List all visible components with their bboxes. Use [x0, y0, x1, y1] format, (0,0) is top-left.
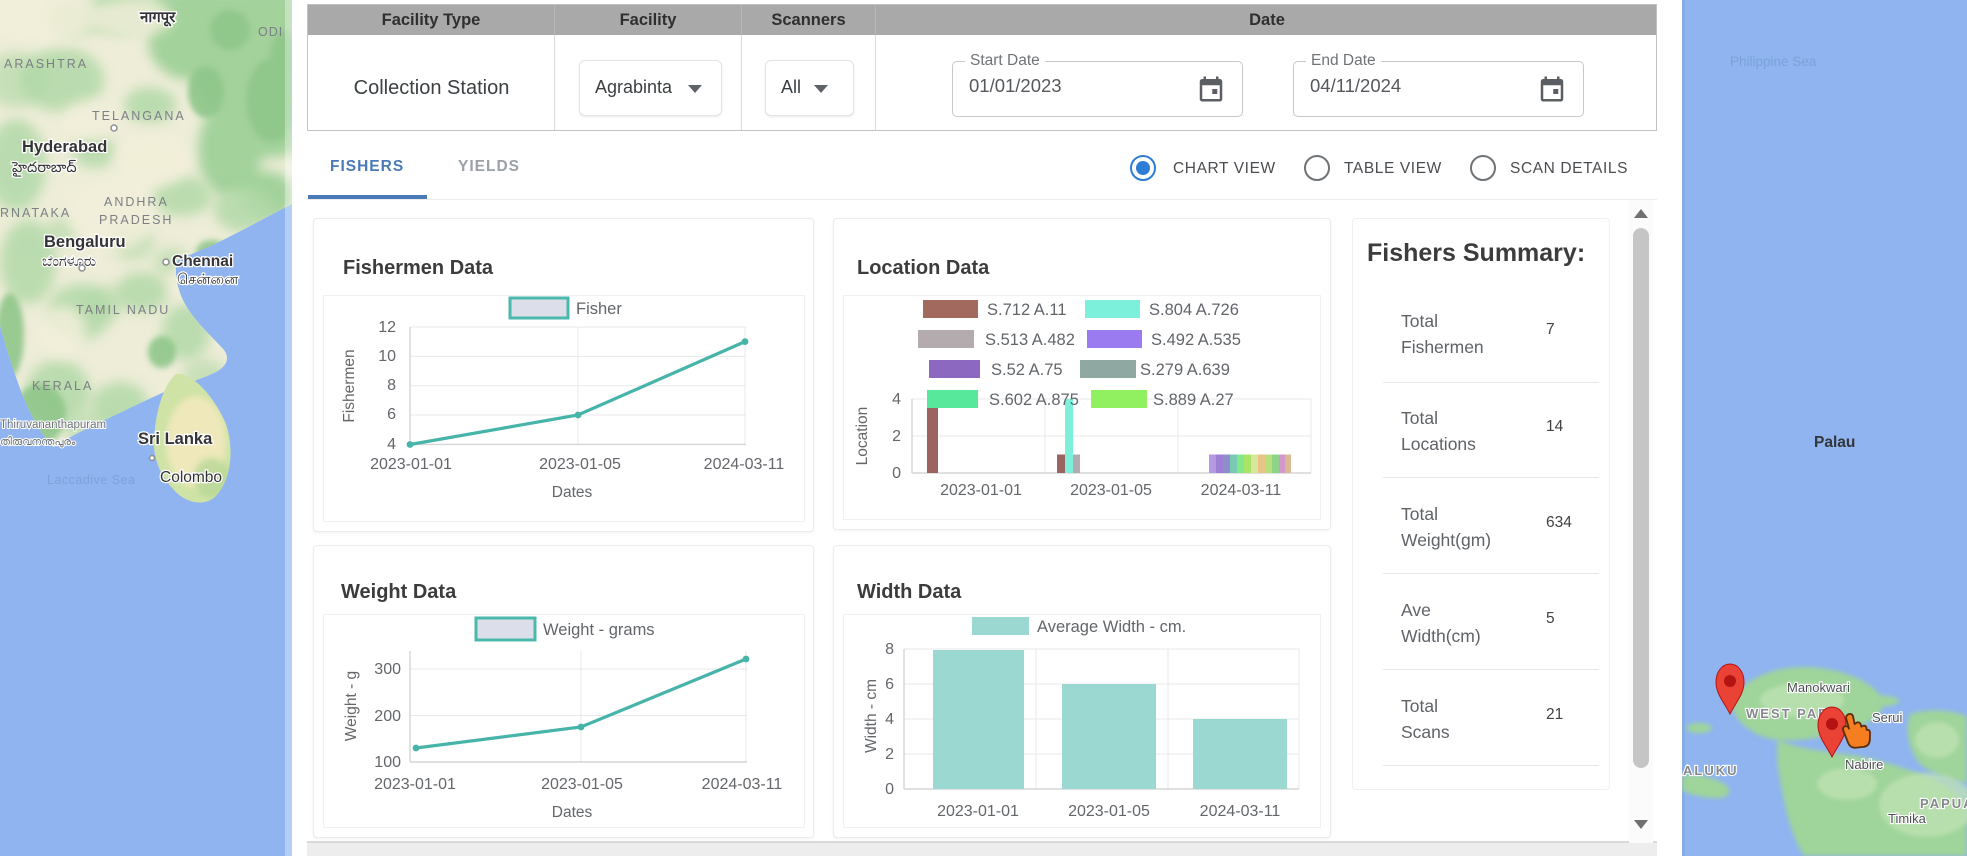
svg-text:Sri Lanka: Sri Lanka — [138, 430, 213, 448]
svg-text:300: 300 — [374, 661, 401, 678]
svg-text:Location Data: Location Data — [857, 257, 990, 279]
svg-text:0: 0 — [892, 465, 901, 482]
svg-text:Dates: Dates — [552, 484, 593, 501]
svg-text:Fisher: Fisher — [576, 300, 622, 318]
svg-text:Location: Location — [854, 407, 871, 466]
svg-text:சென்னை: சென்னை — [177, 272, 239, 288]
svg-text:10: 10 — [378, 348, 396, 365]
svg-text:Philippine Sea: Philippine Sea — [1730, 54, 1817, 69]
svg-text:Weight Data: Weight Data — [341, 581, 457, 603]
svg-text:S.513 A.482: S.513 A.482 — [985, 331, 1075, 349]
svg-text:Width Data: Width Data — [857, 581, 962, 603]
svg-text:2023-01-05: 2023-01-05 — [1070, 482, 1152, 499]
svg-text:Average Width - cm.: Average Width - cm. — [1037, 618, 1186, 636]
svg-text:RNATAKA: RNATAKA — [0, 206, 71, 220]
svg-text:S.804 A.726: S.804 A.726 — [1149, 301, 1239, 319]
svg-text:Fishermen: Fishermen — [341, 349, 358, 422]
svg-text:ODI: ODI — [258, 25, 283, 39]
svg-text:Serui: Serui — [1872, 710, 1902, 725]
svg-text:2024-03-11: 2024-03-11 — [1201, 482, 1282, 499]
svg-text:TAMIL NADU: TAMIL NADU — [76, 303, 170, 317]
svg-text:2023-01-05: 2023-01-05 — [541, 776, 623, 793]
svg-text:హైదరాబాద్: హైదరాబాద్ — [11, 159, 77, 177]
svg-text:S.602 A.875: S.602 A.875 — [989, 391, 1079, 409]
svg-text:Width - cm: Width - cm — [863, 679, 880, 753]
svg-text:S.279 A.639: S.279 A.639 — [1140, 361, 1230, 379]
svg-text:12: 12 — [378, 319, 396, 336]
svg-text:Manokwari: Manokwari — [1787, 680, 1850, 695]
svg-text:S.889 A.27: S.889 A.27 — [1153, 391, 1234, 409]
svg-text:4: 4 — [892, 391, 901, 408]
svg-text:2023-01-01: 2023-01-01 — [374, 776, 456, 793]
svg-text:PRADESH: PRADESH — [99, 213, 173, 227]
svg-text:8: 8 — [387, 377, 396, 394]
svg-text:Thiruvananthapuram: Thiruvananthapuram — [0, 419, 106, 431]
svg-text:ANDHRA: ANDHRA — [104, 195, 169, 209]
svg-text:Palau: Palau — [1814, 434, 1855, 451]
svg-text:Bengaluru: Bengaluru — [44, 233, 126, 251]
svg-text:Weight - g: Weight - g — [343, 671, 360, 741]
svg-text:Hyderabad: Hyderabad — [22, 138, 107, 156]
svg-text:TELANGANA: TELANGANA — [92, 109, 186, 123]
svg-text:S.492 A.535: S.492 A.535 — [1151, 331, 1241, 349]
svg-text:Dates: Dates — [552, 804, 593, 821]
svg-text:2023-01-01: 2023-01-01 — [940, 482, 1022, 499]
svg-text:2024-03-11: 2024-03-11 — [704, 456, 785, 473]
svg-text:Chennai: Chennai — [172, 253, 233, 270]
svg-text:Colombo: Colombo — [160, 469, 222, 486]
svg-text:4: 4 — [885, 711, 894, 728]
svg-text:WEST PAP: WEST PAP — [1746, 706, 1829, 721]
svg-text:2023-01-05: 2023-01-05 — [1068, 803, 1150, 820]
svg-text:Timika: Timika — [1888, 811, 1927, 826]
svg-text:PAPUA: PAPUA — [1920, 796, 1967, 811]
svg-text:2: 2 — [885, 746, 894, 763]
svg-text:ಬೆಂಗಳೂರು: ಬೆಂಗಳೂರು — [42, 254, 97, 270]
svg-text:ARASHTRA: ARASHTRA — [4, 57, 88, 71]
svg-text:Nabire: Nabire — [1845, 757, 1883, 772]
svg-text:ALUKU: ALUKU — [1683, 763, 1739, 778]
svg-text:2024-03-11: 2024-03-11 — [1200, 803, 1281, 820]
svg-text:2023-01-01: 2023-01-01 — [370, 456, 452, 473]
svg-text:Laccadive Sea: Laccadive Sea — [47, 473, 136, 487]
svg-text:KERALA: KERALA — [32, 379, 93, 393]
svg-text:8: 8 — [885, 641, 894, 658]
svg-text:200: 200 — [374, 708, 401, 725]
svg-text:S.52 A.75: S.52 A.75 — [991, 361, 1063, 379]
svg-text:തിരുവനന്തപുരം: തിരുവനന്തപുരം — [0, 436, 76, 448]
svg-text:4: 4 — [387, 436, 396, 453]
svg-text:2023-01-01: 2023-01-01 — [937, 803, 1019, 820]
svg-text:0: 0 — [885, 781, 894, 798]
svg-text:100: 100 — [374, 754, 401, 771]
svg-text:6: 6 — [885, 676, 894, 693]
svg-text:Weight - grams: Weight - grams — [543, 621, 655, 639]
svg-text:Fishermen Data: Fishermen Data — [343, 257, 494, 279]
svg-text:6: 6 — [387, 406, 396, 423]
svg-text:S.712 A.11: S.712 A.11 — [987, 301, 1067, 319]
svg-text:2: 2 — [892, 428, 901, 445]
svg-text:2024-03-11: 2024-03-11 — [702, 776, 783, 793]
svg-text:2023-01-05: 2023-01-05 — [539, 456, 621, 473]
svg-text:नागपूर: नागपूर — [139, 9, 176, 27]
